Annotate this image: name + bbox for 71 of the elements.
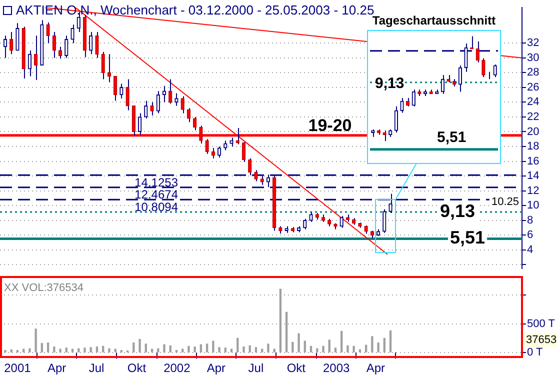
y-tick-label: 20	[527, 126, 540, 138]
candlestick	[58, 46, 62, 60]
x-tick-label: Apr	[47, 361, 66, 376]
candlestick	[70, 24, 74, 44]
x-tick-label: Okt	[127, 361, 147, 376]
candlestick	[382, 208, 386, 234]
chart-title: Tageschartausschnitt	[372, 13, 496, 28]
text: 37653	[526, 334, 557, 346]
y-tick-label: 500 T	[527, 318, 556, 330]
candlestick	[120, 83, 124, 99]
candlestick	[126, 78, 130, 111]
candlestick	[28, 50, 32, 77]
x-tick-label: 2002	[164, 361, 191, 376]
y-tick-label: 6	[527, 229, 534, 242]
candlestick	[205, 138, 209, 154]
y-tick-label: 22	[527, 110, 540, 123]
y-tick-label: 24	[527, 96, 540, 108]
candlestick	[10, 31, 14, 55]
x-tick-label: Apr	[366, 361, 386, 376]
candlestick	[174, 92, 178, 106]
ref-line-label: 10.8094	[134, 200, 178, 214]
y-tick-label: 32	[527, 37, 540, 50]
y-tick-label: 26	[527, 81, 540, 94]
x-tick-label: Okt	[286, 361, 306, 376]
candlestick	[224, 140, 228, 151]
candlestick	[138, 112, 142, 136]
candlestick	[180, 96, 184, 114]
x-tick-label: 2003	[323, 361, 350, 376]
candlestick	[150, 102, 154, 116]
x-tick-label: Apr	[206, 361, 226, 376]
candlestick	[493, 64, 497, 78]
annotation: 10.25	[491, 196, 519, 208]
y-tick-label: 4	[527, 244, 534, 256]
x-tick-label: Jul	[248, 361, 264, 376]
y-tick-label: 18	[527, 140, 540, 153]
candlestick	[95, 31, 99, 58]
candlestick	[192, 116, 197, 131]
y-tick-label: 28	[527, 66, 540, 79]
candlestick	[482, 58, 486, 78]
candlestick	[156, 90, 160, 114]
x-tick-label: Jul	[88, 361, 104, 376]
x-tick-label: 2001	[4, 361, 32, 376]
chart-title: XX VOL:376534	[4, 282, 84, 294]
y-tick-label: 30	[527, 52, 540, 64]
y-tick-label: 10	[527, 200, 540, 212]
candlestick	[16, 22, 20, 51]
candlestick	[89, 31, 93, 55]
candlestick	[400, 98, 404, 114]
candlestick	[217, 146, 222, 158]
candlestick	[340, 215, 344, 228]
ref-line-label: 12.4674	[134, 188, 178, 202]
ref-line-label: 14.1253	[134, 175, 178, 190]
y-tick-label: 0 T	[527, 346, 543, 359]
candlestick	[46, 22, 50, 44]
ref-line-label: 5,51	[450, 228, 486, 248]
ref-line-label: 19-20	[308, 116, 352, 136]
ref-line-label: 9,13	[440, 201, 476, 221]
candlestick	[303, 218, 307, 230]
y-tick-label: 12	[527, 184, 540, 197]
candlestick	[144, 100, 148, 119]
candlestick	[3, 35, 8, 58]
y-tick-label: 8	[527, 214, 534, 226]
y-tick-label: 14	[527, 170, 540, 182]
candlestick	[186, 108, 191, 123]
annotation: 5,51	[437, 129, 466, 146]
candlestick	[394, 106, 398, 134]
candlestick	[309, 212, 313, 222]
annotation: 9,13	[375, 75, 404, 92]
y-tick-label: 16	[527, 155, 540, 168]
candlestick	[64, 35, 68, 58]
candlestick	[52, 31, 56, 58]
